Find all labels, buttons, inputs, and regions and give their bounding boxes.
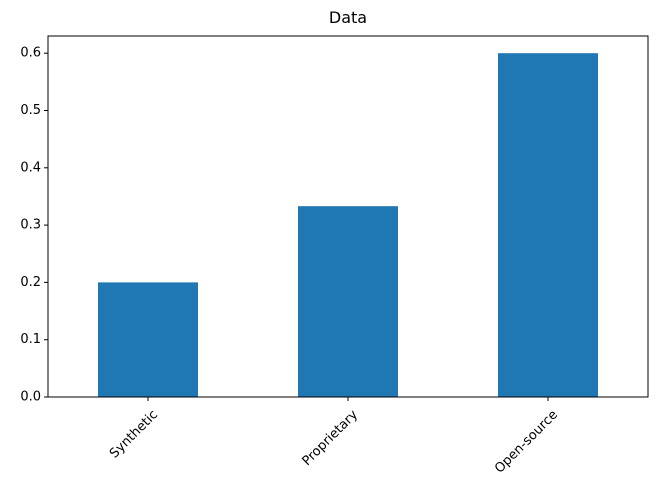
y-tick-label: 0.0 — [20, 390, 41, 405]
y-tick-label: 0.1 — [20, 332, 41, 347]
plot-frame — [47, 35, 649, 398]
bar — [298, 206, 398, 397]
bar — [498, 53, 598, 397]
y-tick-label: 0.6 — [20, 46, 41, 61]
y-tick-label: 0.5 — [20, 103, 41, 118]
chart-title: Data — [329, 8, 367, 27]
y-tick-label: 0.4 — [20, 160, 41, 175]
bar — [98, 282, 198, 397]
y-tick-label: 0.3 — [20, 218, 41, 233]
y-tick-label: 0.2 — [20, 275, 41, 290]
